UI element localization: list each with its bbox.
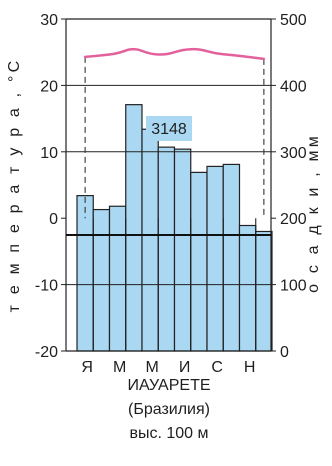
- left-axis-tick-label: 0: [49, 211, 58, 228]
- right-axis-tick-label: 200: [280, 211, 307, 228]
- precipitation-bar: [173, 148, 192, 352]
- temperature-drop-lines: [84, 56, 265, 219]
- left-axis-tick-label: 10: [40, 145, 58, 162]
- total-precipitation-label-text: 3148: [151, 121, 187, 138]
- precipitation-bar: [255, 230, 273, 352]
- left-axis-tick-label: 30: [40, 12, 58, 29]
- precipitation-bar: [141, 128, 159, 352]
- right-axis-tick-label: 0: [280, 344, 289, 361]
- precipitation-bar: [190, 171, 208, 352]
- precipitation-bar: [92, 208, 111, 352]
- total-precipitation-label-background: [146, 116, 192, 141]
- precipitation-bars: [76, 104, 273, 352]
- precipitation-bar: [206, 165, 224, 352]
- precipitation-bar: [125, 104, 143, 352]
- temperature-line: [83, 47, 266, 61]
- right-axis-tick-label: 500: [280, 12, 307, 29]
- month-label: Я: [81, 359, 93, 376]
- precipitation-bar: [222, 163, 241, 352]
- precipitation-bar: [157, 146, 176, 352]
- left-axis-title: т е м п е р а т у р а , °С: [6, 58, 23, 313]
- month-label: Н: [244, 359, 256, 376]
- right-axis-title: о с а д к и , мм: [305, 133, 322, 293]
- temperature-series: [83, 47, 266, 61]
- right-axis-tick-label: 400: [280, 78, 307, 95]
- station-country: (Бразилия): [128, 401, 210, 418]
- plot-frame: [65, 18, 272, 352]
- precipitation-bar: [238, 224, 257, 352]
- precipitation-bar: [76, 195, 94, 352]
- month-label: М: [145, 359, 158, 376]
- month-label: И: [179, 359, 191, 376]
- left-axis-tick-label: 20: [40, 78, 58, 95]
- month-label: С: [211, 359, 223, 376]
- total-precipitation-label: 3148: [146, 116, 192, 141]
- left-axis-tick-label: -20: [35, 344, 58, 361]
- right-axis-tick-label: 300: [280, 145, 307, 162]
- right-axis-tick-label: 100: [280, 278, 307, 295]
- precipitation-bar: [108, 205, 127, 352]
- station-elevation: выс. 100 м: [129, 425, 208, 442]
- left-axis-ticks: 30 20 10 0 -10 -20: [35, 12, 66, 361]
- station-name: ИАУАРЕТЕ: [127, 377, 210, 394]
- left-axis-tick-label: -10: [35, 278, 58, 295]
- right-axis-ticks: 500 400 300 200 100 0: [271, 12, 307, 361]
- month-label: М: [113, 359, 126, 376]
